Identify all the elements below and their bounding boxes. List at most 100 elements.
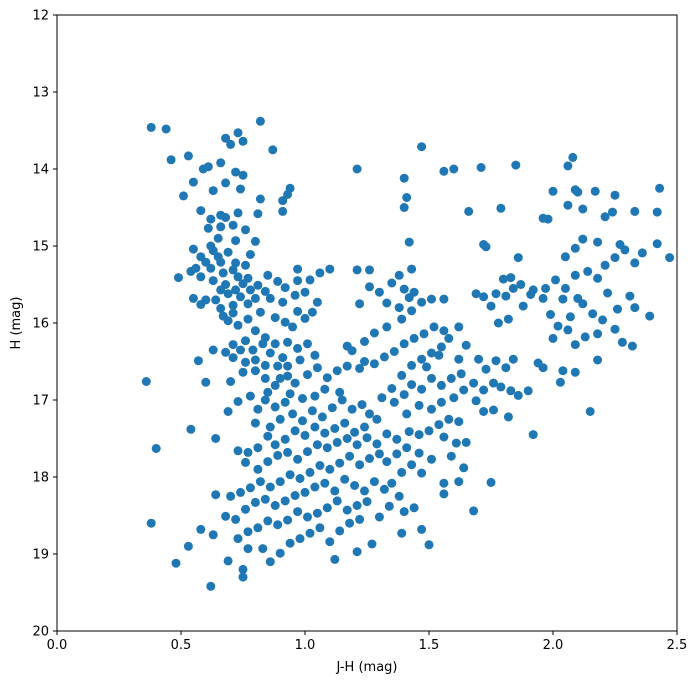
data-point: [362, 497, 372, 507]
data-point: [588, 309, 598, 319]
data-point: [231, 514, 241, 524]
data-point: [226, 377, 236, 386]
data-point: [275, 477, 285, 487]
data-point: [493, 318, 503, 328]
data-point: [563, 200, 573, 210]
y-tick-label: 18: [32, 471, 49, 486]
data-point: [233, 128, 243, 138]
data-point: [278, 206, 288, 216]
data-point: [188, 293, 198, 303]
data-point: [360, 486, 369, 496]
data-point: [221, 133, 231, 143]
data-point: [407, 264, 417, 274]
data-point: [243, 314, 253, 324]
data-point: [243, 527, 253, 537]
data-point: [241, 504, 250, 514]
data-point: [303, 512, 312, 522]
data-point: [481, 364, 491, 374]
data-point: [355, 514, 365, 524]
data-point: [508, 354, 518, 364]
data-point: [461, 340, 471, 350]
data-point: [250, 236, 260, 246]
data-point: [598, 315, 608, 325]
data-point: [427, 404, 436, 414]
data-point: [652, 207, 662, 217]
data-point: [422, 362, 431, 372]
data-point: [558, 366, 568, 376]
data-point: [270, 402, 280, 412]
data-point: [278, 196, 288, 206]
data-point: [352, 501, 362, 510]
data-point: [414, 448, 424, 458]
data-point: [233, 534, 243, 544]
data-point: [174, 273, 183, 283]
data-point: [241, 457, 250, 467]
data-point: [228, 265, 238, 275]
data-point: [384, 501, 394, 511]
data-point: [379, 484, 389, 494]
data-point: [570, 367, 580, 377]
data-point: [513, 253, 523, 263]
data-point: [538, 213, 548, 223]
data-point: [216, 158, 226, 168]
data-point: [570, 340, 580, 350]
data-point: [439, 489, 449, 499]
data-point: [506, 273, 516, 283]
y-tick-label: 15: [32, 240, 49, 255]
data-point: [439, 478, 449, 488]
data-point: [481, 242, 491, 252]
data-point: [243, 544, 253, 554]
data-point: [223, 556, 233, 566]
plot-frame: [56, 14, 678, 632]
data-point: [186, 424, 196, 434]
data-point: [570, 185, 580, 195]
data-point: [479, 407, 489, 416]
data-point: [228, 300, 238, 310]
data-point: [241, 225, 250, 235]
data-point: [417, 354, 427, 364]
data-point: [253, 523, 263, 533]
data-point: [288, 409, 298, 419]
data-point: [630, 206, 640, 216]
data-point: [508, 283, 518, 293]
data-point: [161, 124, 171, 134]
data-point: [394, 491, 404, 501]
data-point: [486, 477, 496, 487]
data-point: [322, 503, 332, 513]
data-point: [436, 380, 446, 390]
data-point: [434, 350, 444, 360]
data-point: [546, 310, 555, 319]
data-point: [439, 326, 449, 336]
data-point: [238, 170, 248, 180]
data-point: [310, 391, 320, 401]
data-point: [275, 373, 285, 383]
data-point: [290, 491, 300, 500]
data-point: [593, 329, 603, 339]
data-point: [496, 382, 506, 392]
data-point: [600, 212, 610, 222]
data-point: [283, 371, 293, 381]
data-point: [241, 260, 250, 270]
data-point: [280, 317, 290, 327]
data-point: [265, 422, 275, 432]
data-point: [243, 447, 253, 457]
data-point: [342, 505, 352, 515]
data-point: [374, 287, 384, 297]
data-point: [389, 397, 399, 407]
data-point: [382, 322, 392, 332]
data-point: [417, 384, 427, 394]
data-point: [312, 363, 322, 373]
data-point: [397, 528, 407, 538]
data-point: [503, 314, 513, 324]
data-point: [498, 274, 508, 284]
data-point: [489, 405, 498, 415]
data-point: [203, 223, 213, 233]
data-point: [461, 437, 471, 447]
data-point: [630, 258, 640, 268]
data-point: [270, 339, 280, 349]
data-point: [397, 467, 407, 477]
data-point: [248, 345, 258, 355]
data-point: [593, 273, 603, 283]
data-point: [350, 427, 360, 437]
